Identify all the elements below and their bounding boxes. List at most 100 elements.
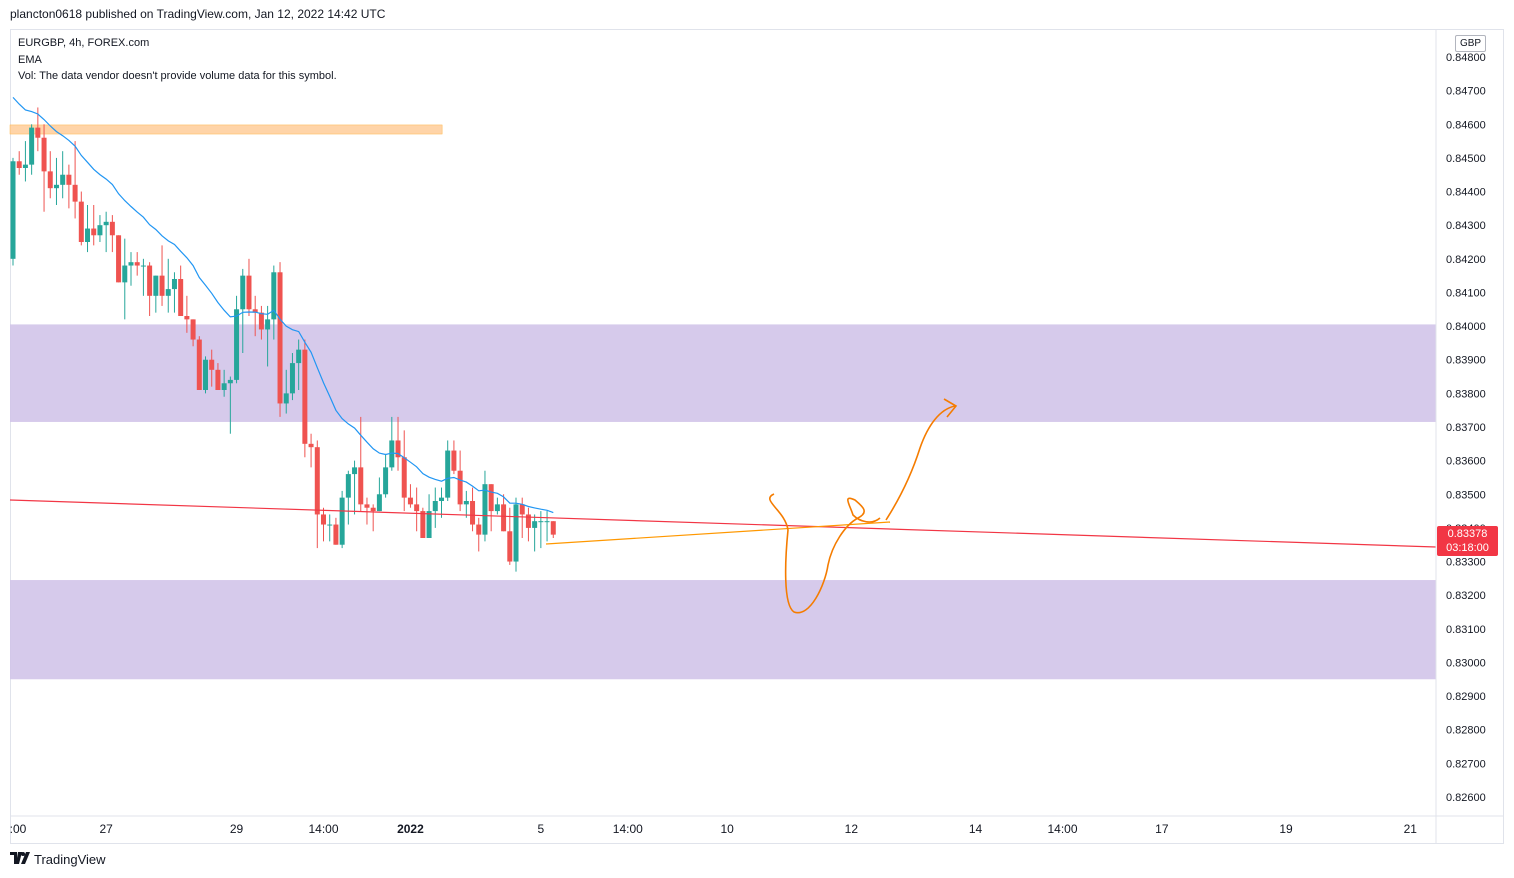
candle (333, 517, 339, 545)
candle-body (78, 201, 84, 242)
ema-layer (12, 96, 554, 514)
candle (265, 305, 271, 367)
candle (103, 211, 109, 253)
candle-body (426, 511, 432, 538)
demand-supply-zone-0[interactable] (10, 324, 1436, 422)
y-tick-label: 0.83100 (1446, 624, 1486, 636)
y-tick-label: 0.82700 (1446, 758, 1486, 770)
x-tick-label: 5 (538, 822, 545, 836)
candle (513, 497, 519, 572)
candle (476, 517, 482, 552)
candle-body (519, 504, 525, 515)
candle (171, 272, 177, 313)
candle-body (116, 235, 122, 283)
candle (296, 339, 302, 390)
candle-body (221, 383, 227, 390)
chart-legend: EURGBP, 4h, FOREX.com EMA Vol: The data … (18, 35, 337, 85)
candle-body (283, 393, 289, 404)
candle-body (190, 319, 196, 340)
x-tick-label: 19 (1279, 822, 1293, 836)
candle (140, 258, 146, 296)
candle-body (544, 521, 550, 523)
y-tick-label: 0.84800 (1446, 52, 1486, 64)
candle-body (538, 521, 544, 523)
candle (153, 275, 159, 313)
demand-supply-zone-1[interactable] (10, 580, 1436, 680)
candle (116, 235, 122, 283)
candle-body (302, 349, 308, 444)
candle-body (122, 265, 128, 283)
candle (147, 262, 153, 316)
candle (97, 215, 103, 242)
candle (122, 238, 128, 320)
rising-support-line[interactable] (545, 521, 891, 545)
candle (389, 416, 395, 471)
candle (482, 470, 488, 542)
candle (432, 487, 438, 528)
candle-body (134, 262, 140, 266)
candle (78, 191, 84, 246)
candle (85, 205, 91, 253)
candle-body (414, 504, 420, 512)
y-tick-labels: 0.84800 0.84700 0.84600 0.84500 0.84400 0.843… (1446, 52, 1486, 804)
y-tick-label: 0.84700 (1446, 86, 1486, 98)
x-tick-label: 29 (230, 822, 244, 836)
candle-body (488, 484, 494, 512)
currency-label[interactable]: GBP (1455, 35, 1486, 52)
x-tick-label: 17 (1155, 822, 1169, 836)
drawing-layer (9, 398, 1437, 614)
candle-body (407, 497, 413, 505)
candle-body (165, 289, 171, 296)
candle-body (494, 504, 500, 512)
candle-body (525, 514, 531, 528)
candle (60, 151, 66, 199)
candle (438, 487, 444, 518)
x-tick-label: 2022 (397, 822, 424, 836)
candle-body (420, 511, 426, 538)
candle (544, 511, 550, 542)
candle-body (227, 379, 233, 384)
candle (463, 490, 469, 518)
candle (41, 124, 47, 212)
chart-frame[interactable] (10, 29, 1504, 844)
ema-line[interactable] (12, 96, 554, 514)
candle-body (252, 309, 258, 313)
candle-body (463, 501, 469, 505)
candle (358, 416, 364, 512)
candle-body (10, 161, 16, 259)
candle (550, 521, 556, 538)
candle (507, 507, 513, 565)
candle (426, 494, 432, 538)
candle (289, 353, 295, 401)
candle (128, 252, 134, 286)
candle-body (153, 275, 159, 296)
descending-trendline[interactable] (9, 499, 1437, 548)
candle-body (395, 440, 401, 458)
x-tick-label: 21 (1404, 822, 1418, 836)
bottom-circle-drawing[interactable] (769, 493, 881, 614)
tradingview-logo-icon (10, 851, 30, 867)
y-tick-label: 0.83600 (1446, 456, 1486, 468)
x-tick-label: 14:00 (613, 822, 643, 836)
candle-body (29, 127, 35, 165)
candle (53, 157, 59, 205)
axis-layer (10, 29, 1504, 844)
x-tick-label: 14:00 (308, 822, 338, 836)
candle-body (246, 275, 252, 310)
resistance-band[interactable] (9, 124, 443, 135)
candle-body (352, 467, 358, 475)
last-price-value: 0.83378 (1447, 528, 1488, 540)
candle (165, 258, 171, 313)
candle-body (16, 161, 22, 168)
candle-body (209, 359, 215, 370)
candle-body (234, 309, 240, 380)
candle (407, 484, 413, 508)
candle (339, 490, 345, 549)
candle (66, 164, 72, 209)
y-tick-label: 0.84000 (1446, 321, 1486, 333)
projection-arrow[interactable] (885, 405, 956, 521)
footer-brand[interactable]: TradingView (10, 851, 106, 867)
x-tick-label: :00 (10, 822, 27, 836)
candle (209, 349, 215, 387)
